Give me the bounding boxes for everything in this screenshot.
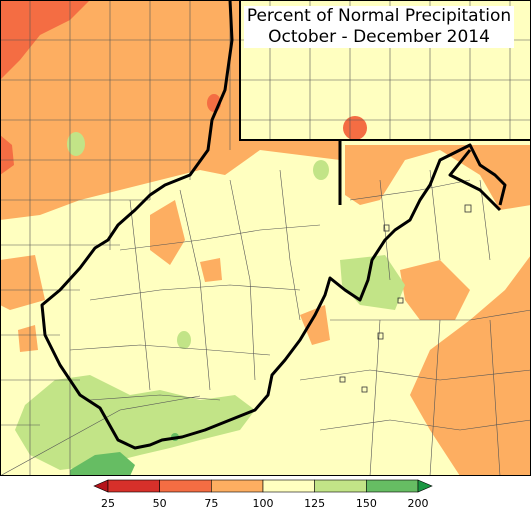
legend-swatch bbox=[262, 479, 315, 493]
map-title-line2: October - December 2014 bbox=[268, 27, 490, 47]
legend-swatch bbox=[417, 479, 433, 493]
legend-swatch bbox=[314, 479, 367, 493]
legend-tick-label: 200 bbox=[408, 497, 429, 510]
legend-tick-label: 50 bbox=[153, 497, 167, 510]
legend-swatches bbox=[93, 479, 433, 493]
county-boundaries bbox=[0, 0, 531, 476]
legend-swatch bbox=[93, 479, 109, 493]
precip-125-150-areas bbox=[15, 132, 405, 470]
legend-tick-label: 125 bbox=[304, 497, 325, 510]
map-title: Percent of Normal Precipitation October … bbox=[244, 6, 514, 48]
legend-swatch bbox=[366, 479, 419, 493]
legend-swatch bbox=[107, 479, 160, 493]
precipitation-map bbox=[0, 0, 531, 476]
legend-tick-label: 75 bbox=[204, 497, 218, 510]
legend-tick-label: 100 bbox=[253, 497, 274, 510]
legend-tick-label: 150 bbox=[356, 497, 377, 510]
water-bodies bbox=[339, 204, 472, 393]
inset-border bbox=[239, 0, 531, 141]
legend-tick-label: 25 bbox=[101, 497, 115, 510]
color-legend: 25 50 75 100 125 150 200 bbox=[93, 479, 433, 510]
legend-swatch bbox=[211, 479, 264, 493]
precip-75-100-areas bbox=[0, 0, 531, 476]
legend-swatch bbox=[159, 479, 212, 493]
state-boundary bbox=[40, 0, 507, 450]
precip-50-75-areas bbox=[0, 0, 367, 175]
legend-ticks: 25 50 75 100 125 150 200 bbox=[101, 497, 429, 510]
map-title-line1: Percent of Normal Precipitation bbox=[246, 6, 512, 26]
